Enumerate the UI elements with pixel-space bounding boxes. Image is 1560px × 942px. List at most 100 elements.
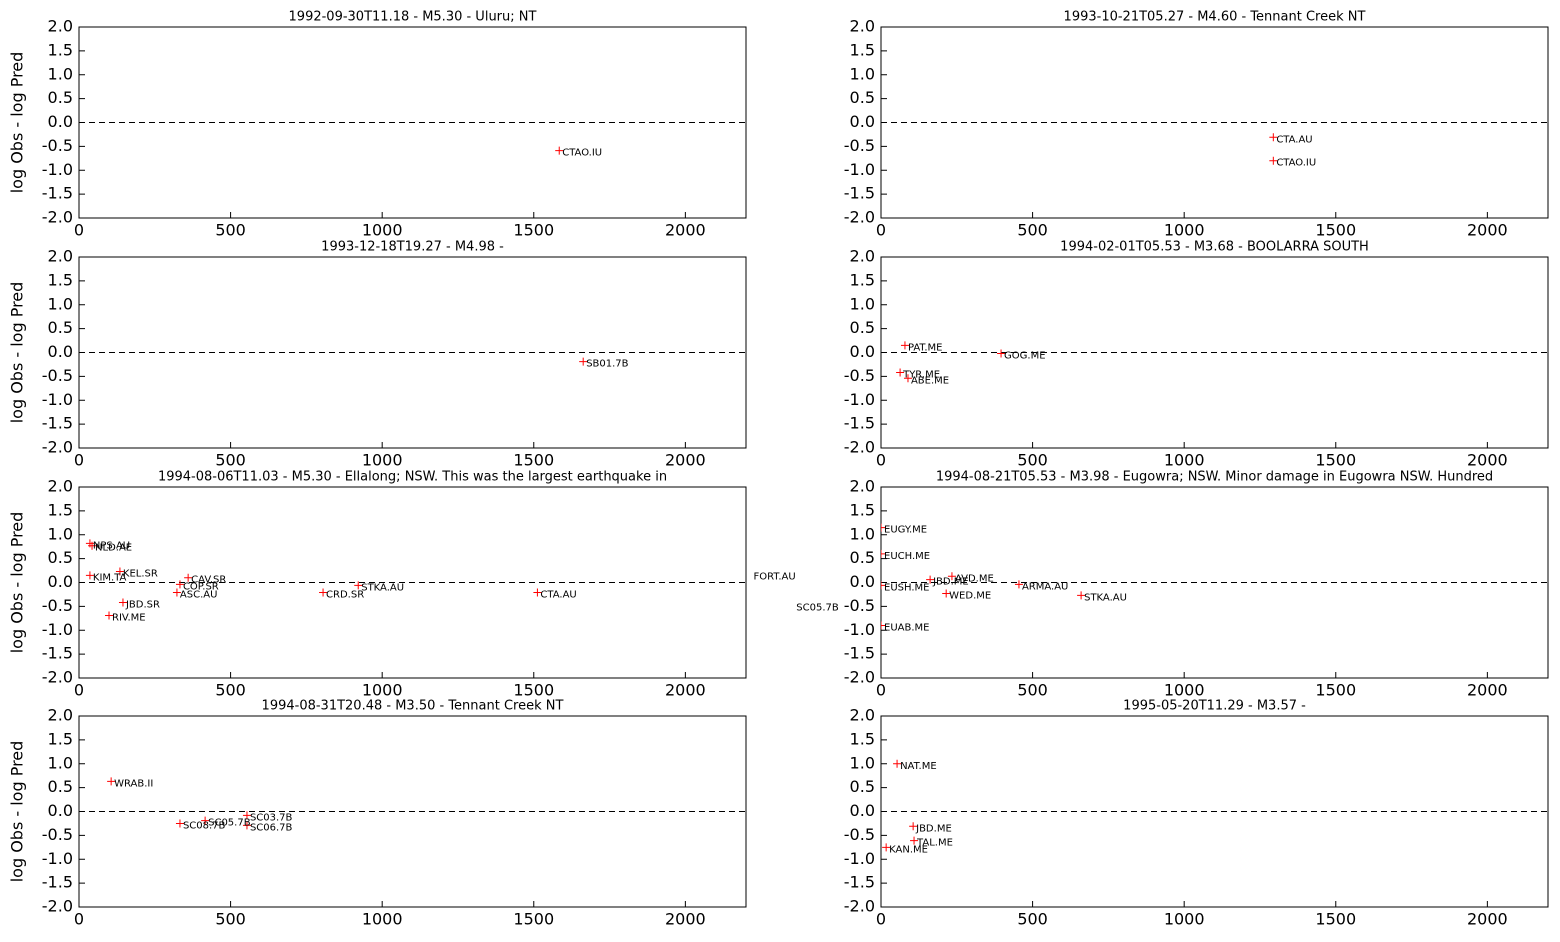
y-tick-label: -1.0 [844, 849, 875, 868]
point-label: KEL.SR [123, 569, 158, 580]
x-tick-label: 0 [876, 681, 886, 700]
y-tick-label: 0.0 [850, 801, 875, 820]
x-tick-label: 0 [74, 221, 84, 240]
y-tick-label: -2.0 [42, 668, 73, 687]
x-tick-label: 1500 [513, 910, 554, 929]
point-label: WRAB.II [114, 778, 153, 789]
point-label: JBD.ME [932, 577, 969, 588]
point [881, 523, 885, 532]
x-tick-label: 1500 [1315, 451, 1356, 470]
x-tick-label: 500 [1017, 910, 1048, 929]
y-axis-label: log Obs - log Pred [8, 512, 27, 654]
y-tick-label: -1.0 [844, 390, 875, 409]
point-label: STKA.AU [1084, 592, 1127, 603]
y-tick-label: -2.0 [844, 668, 875, 687]
x-tick-label: 2000 [1467, 681, 1508, 700]
y-tick-label: 0.5 [48, 88, 73, 107]
y-tick-label: 1.5 [48, 500, 73, 519]
x-tick-label: 2000 [665, 910, 706, 929]
x-tick-label: 500 [1017, 451, 1048, 470]
point [881, 549, 885, 558]
y-tick-label: 0.0 [48, 572, 73, 591]
x-tick-label: 0 [74, 451, 84, 470]
y-tick-label: 0.0 [48, 342, 73, 361]
y-tick-label: -0.5 [844, 596, 875, 615]
x-tick-label: 1000 [362, 221, 403, 240]
y-tick-label: 1.5 [48, 270, 73, 289]
point [909, 822, 918, 831]
point [175, 580, 184, 589]
point [319, 588, 328, 597]
y-tick-label: -2.0 [42, 208, 73, 227]
x-tick-label: 2000 [665, 681, 706, 700]
point [1014, 580, 1023, 589]
y-tick-label: 1.0 [850, 524, 875, 543]
point-label: SB01.7B [586, 359, 628, 370]
point [242, 821, 251, 830]
y-tick-label: -1.5 [42, 414, 73, 433]
point [88, 541, 97, 550]
subplot: 1994-08-31T20.48 - M3.50 - Tennant Creek… [8, 699, 747, 929]
y-tick-label: 1.5 [850, 40, 875, 59]
y-tick-label: 1.0 [48, 753, 73, 772]
x-tick-label: 1000 [362, 681, 403, 700]
point [910, 836, 919, 845]
point [893, 759, 902, 768]
y-tick-label: 2.0 [850, 706, 875, 725]
point [882, 843, 891, 852]
point-label: CTA.AU [1276, 134, 1312, 145]
x-tick-label: 1000 [1164, 221, 1205, 240]
point-label: EUGY.ME [884, 525, 927, 536]
point [579, 357, 588, 366]
y-tick-label: 0.0 [48, 801, 73, 820]
y-tick-label: 2.0 [48, 706, 73, 725]
point [555, 146, 564, 155]
x-tick-label: 2000 [1467, 910, 1508, 929]
y-tick-label: -1.5 [42, 873, 73, 892]
markers [896, 341, 1006, 383]
y-tick-label: 0.5 [48, 548, 73, 567]
point-label: KAN.ME [889, 844, 928, 855]
subplot-title: 1994-08-31T20.48 - M3.50 - Tennant Creek… [262, 699, 564, 714]
y-tick-label: -1.0 [42, 849, 73, 868]
x-tick-label: 1500 [1315, 681, 1356, 700]
point-label: CTAO.IU [1276, 158, 1316, 169]
point [118, 598, 127, 607]
y-tick-label: 0.0 [850, 112, 875, 131]
subplot: 1993-10-21T05.27 - M4.60 - Tennant Creek… [844, 10, 1549, 240]
x-tick-label: 1500 [513, 451, 554, 470]
y-tick-label: 0.5 [48, 318, 73, 337]
subplot: 1994-08-21T05.53 - M3.98 - Eugowra; NSW.… [844, 470, 1549, 700]
y-tick-label: 1.5 [48, 40, 73, 59]
point [107, 777, 116, 786]
y-tick-label: 1.0 [850, 753, 875, 772]
point-label: CTA.AU [540, 590, 576, 601]
markers [881, 523, 1086, 630]
point-label: TAL.ME [916, 838, 953, 849]
point-label: NAT.ME [900, 761, 937, 772]
point [172, 588, 181, 597]
y-tick-label: 1.0 [48, 524, 73, 543]
markers [107, 777, 251, 830]
point [1269, 133, 1278, 142]
point-label: ABE.ME [911, 375, 949, 386]
point [896, 368, 905, 377]
y-tick-label: -0.5 [42, 366, 73, 385]
y-tick-label: -0.5 [844, 366, 875, 385]
point-label: GOG.ME [1004, 350, 1046, 361]
point [184, 573, 193, 582]
y-tick-label: 1.5 [850, 500, 875, 519]
y-tick-label: -1.0 [42, 390, 73, 409]
x-tick-label: 500 [1017, 681, 1048, 700]
point-label: AVD.ME [955, 573, 994, 584]
y-tick-label: 0.5 [850, 88, 875, 107]
markers [882, 759, 919, 852]
point-label: EUAB.ME [884, 622, 929, 633]
y-tick-label: -1.0 [42, 160, 73, 179]
y-tick-label: -1.5 [844, 414, 875, 433]
y-tick-label: -2.0 [844, 208, 875, 227]
x-tick-label: 0 [74, 681, 84, 700]
subplot-title: 1994-08-06T11.03 - M5.30 - Ellalong; NSW… [158, 470, 667, 485]
markers [1269, 133, 1278, 165]
markers [85, 539, 542, 620]
